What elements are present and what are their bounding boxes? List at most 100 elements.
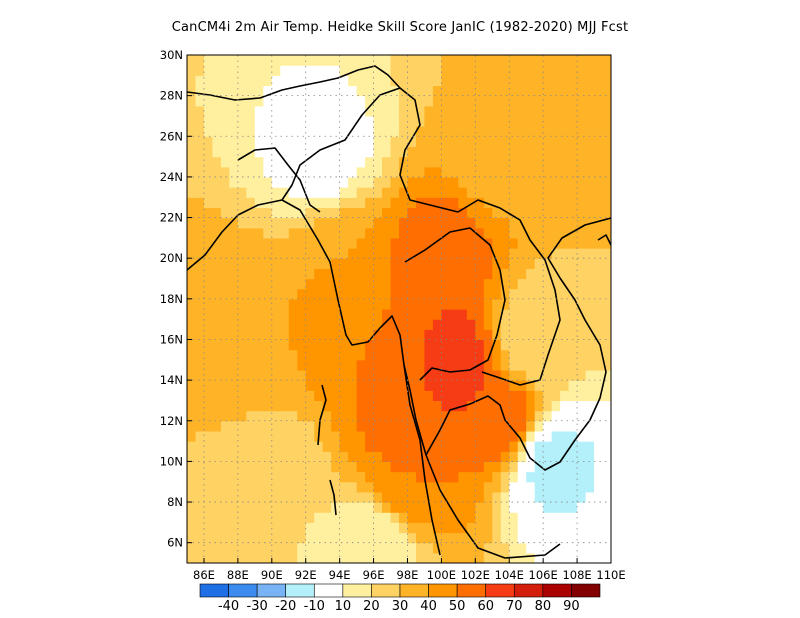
field-cell [509, 237, 519, 249]
field-cell [466, 359, 476, 371]
field-cell [577, 512, 587, 523]
field-cell [305, 369, 315, 381]
field-cell [356, 166, 366, 178]
field-cell [534, 258, 544, 269]
field-cell [314, 359, 324, 371]
field-cell [288, 542, 298, 554]
field-cell [356, 237, 366, 249]
field-cell [407, 258, 417, 269]
field-cell [441, 339, 451, 351]
field-cell [509, 369, 519, 381]
field-cell [441, 481, 451, 493]
y-tick-label: 30N [160, 48, 183, 62]
field-cell [577, 471, 587, 483]
field-cell [280, 319, 290, 330]
field-cell [424, 95, 434, 107]
field-cell [585, 237, 595, 249]
field-cell [263, 319, 273, 330]
field-cell [585, 248, 595, 259]
field-cell [297, 542, 307, 554]
field-cell [373, 390, 383, 402]
field-cell [314, 55, 324, 66]
field-cell [534, 187, 544, 198]
field-cell [492, 55, 502, 66]
field-cell [229, 85, 239, 97]
field-cell [229, 126, 239, 137]
field-cell [551, 105, 561, 117]
field-cell [263, 532, 273, 544]
field-cell [305, 552, 315, 563]
field-cell [187, 55, 197, 66]
field-cell [373, 552, 383, 563]
field-cell [280, 481, 290, 493]
field-cell [500, 248, 510, 259]
field-cell [331, 430, 341, 442]
field-cell [483, 55, 493, 66]
field-cell [449, 400, 459, 412]
field-cell [365, 126, 375, 137]
field-cell [356, 136, 366, 148]
field-cell [585, 105, 595, 117]
field-cell [475, 166, 485, 178]
field-cell [254, 288, 264, 300]
field-cell [415, 166, 426, 178]
field-cell [229, 248, 239, 259]
field-cell [458, 95, 468, 107]
field-cell [220, 176, 230, 188]
field-cell [322, 55, 332, 66]
field-cell [449, 329, 459, 341]
field-cell [492, 237, 502, 249]
field-cell [195, 329, 205, 341]
field-cell [551, 400, 561, 412]
field-cell [356, 65, 366, 76]
field-cell [373, 85, 383, 97]
field-cell [195, 217, 205, 229]
field-cell [246, 309, 256, 320]
field-cell [365, 288, 375, 300]
field-cell [492, 369, 502, 381]
field-cell [271, 502, 281, 513]
field-cell [382, 75, 392, 87]
field-cell [339, 339, 349, 351]
field-cell [551, 420, 561, 432]
field-cell [407, 85, 417, 97]
field-cell [390, 481, 400, 493]
field-cell [526, 420, 536, 432]
field-cell [348, 329, 358, 341]
field-cell [441, 278, 451, 290]
field-cell [492, 65, 502, 76]
field-cell [424, 105, 434, 117]
field-cell [339, 491, 349, 503]
field-cell [399, 420, 409, 432]
field-cell [382, 309, 392, 320]
field-cell [382, 207, 392, 219]
field-cell [314, 227, 324, 239]
field-cell [517, 532, 527, 544]
field-cell [432, 522, 442, 534]
field-cell [365, 166, 375, 178]
field-cell [449, 481, 459, 493]
field-cell [220, 187, 230, 198]
field-cell [407, 95, 417, 107]
field-cell [602, 85, 611, 97]
field-cell [432, 339, 442, 351]
field-cell [526, 380, 536, 391]
field-cell [424, 55, 434, 66]
field-cell [551, 319, 561, 330]
field-cell [449, 187, 459, 198]
field-cell [297, 115, 307, 127]
field-cell [602, 248, 611, 259]
field-cell [390, 309, 400, 320]
field-cell [331, 441, 341, 452]
field-cell [212, 126, 222, 137]
field-cell [602, 197, 611, 208]
field-cell [483, 278, 493, 290]
field-cell [373, 461, 383, 473]
field-cell [331, 369, 341, 381]
field-cell [577, 369, 587, 381]
field-cell [288, 430, 298, 442]
field-cell [187, 237, 197, 249]
field-cell [382, 248, 392, 259]
field-cell [382, 420, 392, 432]
field-cell [577, 166, 587, 178]
